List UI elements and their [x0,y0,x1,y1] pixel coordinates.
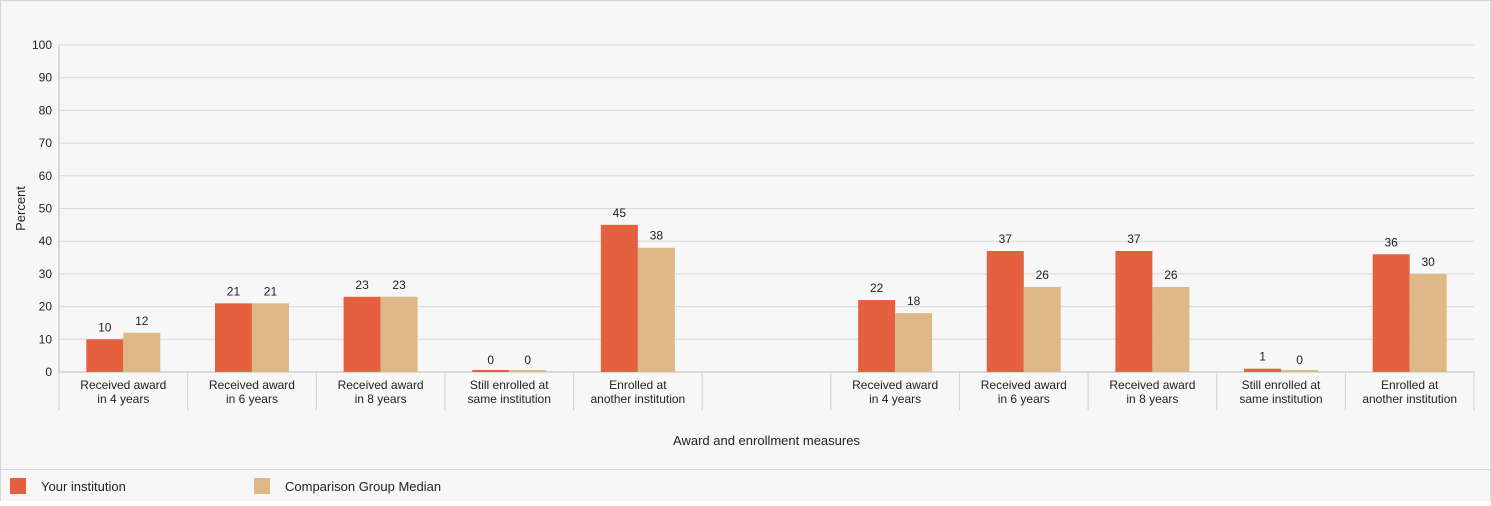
data-label: 37 [1127,232,1141,246]
bar-your-institution [86,339,124,372]
bar-your-institution [1372,254,1410,372]
bar-your-institution [1115,251,1153,372]
y-tick-label: 20 [39,300,53,314]
data-label: 21 [227,284,241,298]
data-label: 37 [999,232,1013,246]
legend-label-comparison-median: Comparison Group Median [285,479,441,494]
x-tick-label: Received award [1109,378,1195,392]
bar-your-institution [1244,368,1282,372]
bar-comparison-median [1023,286,1061,372]
y-tick-label: 0 [45,365,52,379]
y-tick-label: 90 [39,71,53,85]
x-tick-label: Enrolled at [1381,378,1439,392]
y-tick-label: 100 [32,38,52,52]
bar-comparison-median [251,303,289,372]
data-label: 45 [613,206,627,220]
x-tick-label: in 6 years [998,392,1050,406]
data-label: 30 [1422,255,1436,269]
bar-comparison-median [1152,286,1190,372]
data-label: 23 [355,278,369,292]
data-label: 22 [870,281,884,295]
data-label: 26 [1036,268,1050,282]
y-tick-label: 70 [39,136,53,150]
x-tick-label: Received award [981,378,1067,392]
bar-your-institution [214,303,252,372]
x-tick-label: in 4 years [97,392,149,406]
y-tick-label: 60 [39,169,53,183]
data-label: 18 [907,294,921,308]
data-label: 0 [487,353,494,367]
y-tick-label: 80 [39,103,53,117]
bar-your-institution [858,300,896,372]
bar-your-institution [986,251,1024,372]
data-label: 21 [264,284,278,298]
x-tick-label: Received award [209,378,295,392]
y-tick-label: 50 [39,202,53,216]
x-tick-label: same institution [468,392,551,406]
data-label: 38 [650,229,664,243]
bar-your-institution [343,296,381,372]
x-tick-label: another institution [590,392,685,406]
bar-comparison-median [637,247,675,372]
x-tick-label: same institution [1239,392,1322,406]
x-tick-label: in 8 years [1126,392,1178,406]
x-tick-label: Still enrolled at [470,378,549,392]
bar-comparison-median [380,296,418,372]
data-label: 23 [392,278,406,292]
x-tick-label: in 6 years [226,392,278,406]
y-tick-label: 30 [39,267,53,281]
bar-your-institution [472,370,510,372]
bar-comparison-median [1409,273,1447,372]
bar-comparison-median [895,313,933,372]
bar-your-institution [600,224,638,372]
x-tick-label: Enrolled at [609,378,667,392]
x-tick-label: Still enrolled at [1242,378,1321,392]
data-label: 12 [135,314,149,328]
legend-label-your-institution: Your institution [41,479,126,494]
x-axis-title: Award and enrollment measures [673,433,860,448]
bar-comparison-median [123,332,161,372]
x-tick-label: in 4 years [869,392,921,406]
data-label: 36 [1385,235,1399,249]
x-tick-label: another institution [1362,392,1457,406]
data-label: 1 [1259,350,1266,364]
legend-swatch-your-institution [10,478,26,494]
data-label: 10 [98,320,112,334]
data-label: 26 [1164,268,1178,282]
x-tick-label: Received award [80,378,166,392]
y-tick-label: 10 [39,332,53,346]
data-label: 0 [1296,353,1303,367]
bar-comparison-median [509,370,547,372]
y-tick-label: 40 [39,234,53,248]
data-label: 0 [524,353,531,367]
y-axis-title: Percent [13,186,28,231]
legend: Your institution Comparison Group Median [1,469,1490,501]
x-tick-label: in 8 years [355,392,407,406]
x-tick-label: Received award [852,378,938,392]
x-tick-label: Received award [338,378,424,392]
legend-swatch-comparison-median [254,478,270,494]
bar-comparison-median [1281,370,1319,372]
